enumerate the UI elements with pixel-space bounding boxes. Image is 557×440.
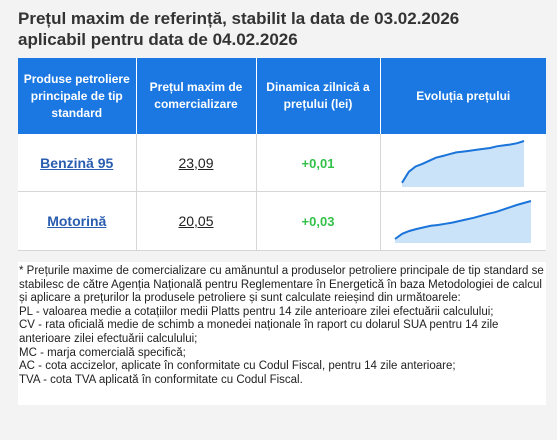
methodology-notes: * Prețurile maxime de comercializare cu … <box>18 262 546 406</box>
change-cell: +0,01 <box>256 134 381 192</box>
fuel-cell: Motorină <box>18 191 137 251</box>
change-cell: +0,03 <box>256 191 381 251</box>
note-ac: AC - cota accizelor, aplicate în conform… <box>19 360 456 373</box>
sparkline-line <box>401 139 525 183</box>
fuel-link-benzina-95[interactable]: Benzină 95 <box>40 154 114 171</box>
fuel-link-motorina[interactable]: Motorină <box>47 213 107 229</box>
trend-cell <box>380 134 546 192</box>
page-title-line-1: Prețul maxim de referință, stabilit la d… <box>18 9 460 28</box>
column-header-daily-change: Dinamica zilnică a prețului (lei) <box>256 58 381 134</box>
note-cv: CV - rata oficială medie de schimb a mon… <box>19 319 499 345</box>
price-trend-sparkline <box>394 200 532 243</box>
page-title-line-2: aplicabil pentru data de 04.02.2026 <box>18 30 298 49</box>
table-header-row: Produse petroliere principale de tip sta… <box>18 58 546 134</box>
fuel-cell: Benzină 95 <box>18 134 137 192</box>
max-price-value: 20,05 <box>178 213 214 229</box>
price-cell: 20,05 <box>136 191 257 251</box>
sparkline-area <box>402 140 525 187</box>
daily-change-value: +0,03 <box>301 214 335 229</box>
daily-change-value: +0,01 <box>301 155 335 171</box>
column-header-products: Produse petroliere principale de tip sta… <box>18 58 137 134</box>
column-header-price-evolution: Evoluția prețului <box>380 58 546 134</box>
note-mc: MC - marja comercială specifică; <box>19 346 186 359</box>
note-pl: PL - valoarea medie a cotațiilor medii P… <box>19 305 494 318</box>
price-cell: 23,09 <box>136 134 257 192</box>
sparkline-line <box>394 200 532 240</box>
sparkline-area <box>395 201 532 243</box>
trend-cell <box>380 191 546 251</box>
price-trend-sparkline <box>401 139 525 187</box>
page-title: Prețul maxim de referință, stabilit la d… <box>18 8 548 50</box>
table-row: Motorină 20,05 +0,03 <box>18 191 546 251</box>
note-tva: TVA - cota TVA aplicată în conformitate … <box>19 373 303 386</box>
column-header-max-price: Prețul maxim de comercializare <box>136 58 257 134</box>
fuel-price-table: Produse petroliere principale de tip sta… <box>18 58 546 251</box>
max-price-value: 23,09 <box>178 154 214 171</box>
note-intro: * Prețurile maxime de comercializare cu … <box>19 265 544 305</box>
table-row: Benzină 95 23,09 +0,01 <box>18 134 546 192</box>
